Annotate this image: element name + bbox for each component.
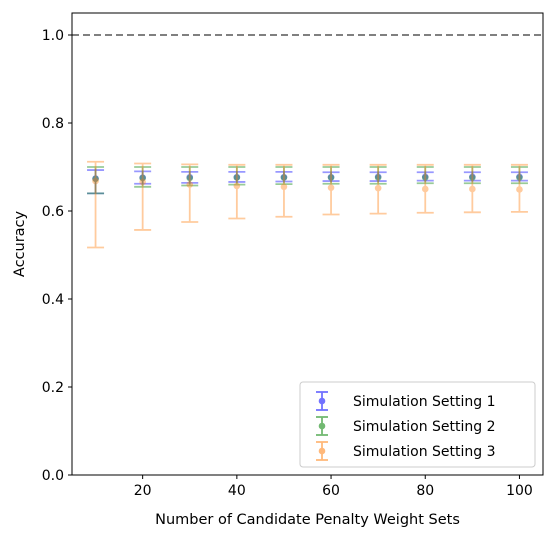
data-point	[186, 181, 194, 188]
data-point	[327, 173, 335, 181]
legend-symbol	[316, 416, 328, 436]
y-axis: 0.0 0.2 0.4 0.6 0.8 1.0	[42, 28, 72, 484]
data-point	[186, 174, 194, 182]
legend[interactable]: Simulation Setting 1 Simulation Setting 2…	[299, 381, 536, 468]
x-tick-label: 60	[322, 483, 340, 499]
legend-label: Simulation Setting 2	[353, 419, 496, 435]
x-tick-label: 20	[134, 483, 152, 499]
legend-item-1: Simulation Setting 1	[316, 391, 496, 411]
y-tick-label: 0.2	[42, 380, 64, 396]
y-tick-label: 0.6	[42, 204, 64, 220]
data-point	[233, 182, 241, 190]
legend-dot	[318, 397, 326, 405]
y-tick-label: 0.4	[42, 292, 64, 308]
data-point	[233, 173, 241, 181]
data-point	[280, 173, 288, 181]
data-point	[139, 178, 146, 186]
legend-symbol	[316, 391, 328, 411]
data-point	[186, 173, 194, 181]
data-point	[139, 174, 146, 182]
series-3	[87, 160, 528, 249]
data-point	[469, 185, 476, 193]
data-point	[327, 174, 335, 181]
legend-label: Simulation Setting 1	[353, 394, 496, 410]
data-point	[374, 174, 382, 181]
series-2	[87, 166, 528, 195]
legend-label: Simulation Setting 3	[353, 444, 496, 460]
x-tick-label: 40	[228, 483, 246, 499]
y-axis-label: Accuracy	[12, 210, 28, 277]
data-point	[92, 175, 99, 183]
data-point	[92, 177, 99, 185]
data-point	[92, 175, 99, 182]
plot-frame	[71, 12, 544, 476]
data-point	[516, 186, 523, 193]
y-tick-label: 0.0	[42, 468, 64, 484]
x-tick-label: 80	[416, 483, 434, 499]
data-point	[516, 173, 523, 180]
legend-dot	[318, 447, 326, 455]
data-point	[469, 174, 476, 181]
data-point	[421, 174, 429, 181]
data-point	[421, 173, 429, 180]
data-point	[374, 184, 382, 192]
legend-item-2: Simulation Setting 2	[316, 416, 496, 436]
y-tick-label: 0.8	[42, 116, 64, 132]
data-point	[327, 184, 335, 191]
data-point	[280, 183, 288, 191]
data-point	[233, 174, 241, 181]
plot-content	[72, 34, 543, 249]
legend-dot	[318, 422, 326, 430]
series-1	[87, 169, 528, 195]
data-point	[374, 173, 382, 180]
x-axis: 20 40 60 80 100	[134, 475, 533, 499]
legend-symbol	[316, 441, 328, 461]
x-tick-label: 100	[506, 483, 533, 499]
data-point	[139, 174, 146, 181]
data-point	[469, 173, 476, 180]
data-point	[280, 174, 288, 181]
data-point	[516, 174, 523, 181]
x-axis-label: Number of Candidate Penalty Weight Sets	[155, 512, 460, 528]
legend-item-3: Simulation Setting 3	[316, 441, 496, 461]
data-point	[421, 185, 429, 193]
legend-box	[299, 381, 536, 468]
y-tick-label: 1.0	[42, 28, 64, 44]
